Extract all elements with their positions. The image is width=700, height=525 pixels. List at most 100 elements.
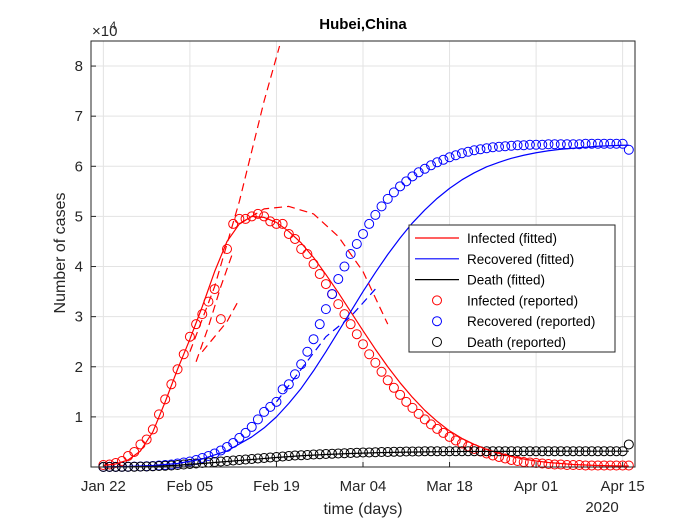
infected-fitted-series	[103, 215, 629, 467]
data-point	[259, 211, 270, 222]
legend-entry-infected-fitted: Infected (fitted)	[415, 231, 557, 246]
data-point	[401, 176, 412, 187]
data-point	[252, 208, 263, 219]
data-point	[358, 339, 368, 350]
data-point	[388, 382, 399, 393]
y-tick-label: 1	[75, 409, 83, 426]
data-point	[228, 218, 239, 229]
data-point	[395, 389, 406, 400]
data-point	[401, 446, 412, 457]
data-point	[314, 319, 325, 330]
legend-entry-recovered-reported: Recovered (reported)	[432, 314, 595, 329]
data-point	[512, 455, 523, 466]
data-point	[370, 209, 381, 220]
data-point	[555, 459, 566, 470]
data-point	[283, 379, 294, 390]
data-point	[271, 218, 282, 229]
x-tick-label: Feb 19	[253, 478, 300, 495]
data-point	[444, 152, 455, 163]
data-point	[543, 139, 554, 150]
legend-marker-swatch	[432, 337, 442, 347]
data-point	[197, 309, 208, 320]
data-point	[333, 299, 344, 310]
data-point	[382, 375, 393, 386]
data-point	[160, 394, 171, 405]
data-point	[327, 289, 338, 300]
legend-label: Death (fitted)	[467, 273, 545, 288]
fitted-line	[103, 450, 629, 468]
data-point	[215, 314, 226, 325]
data-point	[215, 445, 226, 456]
data-point	[487, 142, 498, 153]
data-point	[154, 409, 164, 420]
y-axis: 1 2 3 4 5 6 7 8	[75, 58, 96, 426]
data-point	[475, 144, 486, 155]
data-point	[339, 261, 350, 272]
legend-marker-swatch	[432, 316, 442, 327]
data-point	[364, 349, 375, 360]
dashed-projection-line	[239, 205, 389, 325]
data-point	[172, 364, 183, 375]
legend-entry-recovered-fitted: Recovered (fitted)	[415, 252, 574, 267]
data-point	[574, 139, 585, 150]
data-point	[500, 141, 511, 152]
data-point	[246, 421, 257, 432]
data-point	[518, 456, 529, 467]
data-point	[147, 424, 158, 435]
data-point	[407, 402, 418, 413]
projection-dashed-series	[189, 45, 281, 352]
x-axis: Jan 22 Feb 05 Feb 19 Mar 04 Mar 18 Apr 01 Apr …	[81, 462, 645, 495]
data-point	[592, 138, 603, 149]
x-tick-label: Jan 22	[81, 478, 126, 495]
legend-marker-swatch	[432, 295, 442, 306]
projection-dashed-series	[201, 298, 240, 353]
data-point	[351, 238, 362, 249]
legend-label: Death (reported)	[467, 335, 566, 350]
data-point	[549, 139, 560, 150]
data-point	[537, 139, 548, 150]
data-point	[283, 228, 294, 239]
data-point	[178, 349, 189, 360]
data-point	[320, 304, 331, 315]
dashed-projection-line	[275, 288, 376, 403]
x-year-label: 2020	[585, 499, 618, 516]
data-point	[450, 435, 461, 446]
data-point	[351, 329, 362, 340]
y-tick-label: 5	[75, 208, 83, 225]
data-point	[586, 138, 597, 149]
data-point	[240, 427, 251, 438]
data-point	[463, 146, 474, 157]
data-point	[413, 167, 424, 178]
fitted-line	[103, 144, 629, 468]
data-point	[290, 233, 300, 244]
data-point	[314, 269, 325, 280]
data-point	[599, 138, 610, 149]
data-point	[277, 384, 288, 395]
y-tick-label: 6	[75, 158, 83, 175]
data-point	[141, 434, 152, 445]
data-point	[611, 138, 622, 149]
data-point	[456, 148, 467, 159]
data-point	[450, 150, 461, 161]
projection-dashed-series	[195, 251, 234, 362]
data-point	[537, 458, 548, 469]
y-axis-label: Number of cases	[52, 193, 69, 314]
data-point	[512, 140, 523, 151]
data-point	[345, 249, 356, 259]
data-point	[419, 163, 430, 174]
data-point	[580, 138, 591, 149]
data-point	[438, 154, 449, 165]
data-point	[240, 213, 251, 224]
data-point	[376, 366, 387, 377]
legend-label: Infected (reported)	[467, 293, 578, 308]
projection-dashed-series	[275, 288, 376, 403]
data-point	[401, 396, 412, 407]
chart-title: Hubei,China	[319, 16, 407, 33]
data-point	[166, 379, 177, 390]
x-tick-label: Apr 15	[601, 478, 645, 495]
y-exponent-base: ×10	[92, 23, 117, 40]
data-point	[184, 331, 195, 342]
y-tick-label: 7	[75, 108, 83, 125]
data-point	[234, 432, 245, 443]
data-point	[222, 243, 232, 254]
